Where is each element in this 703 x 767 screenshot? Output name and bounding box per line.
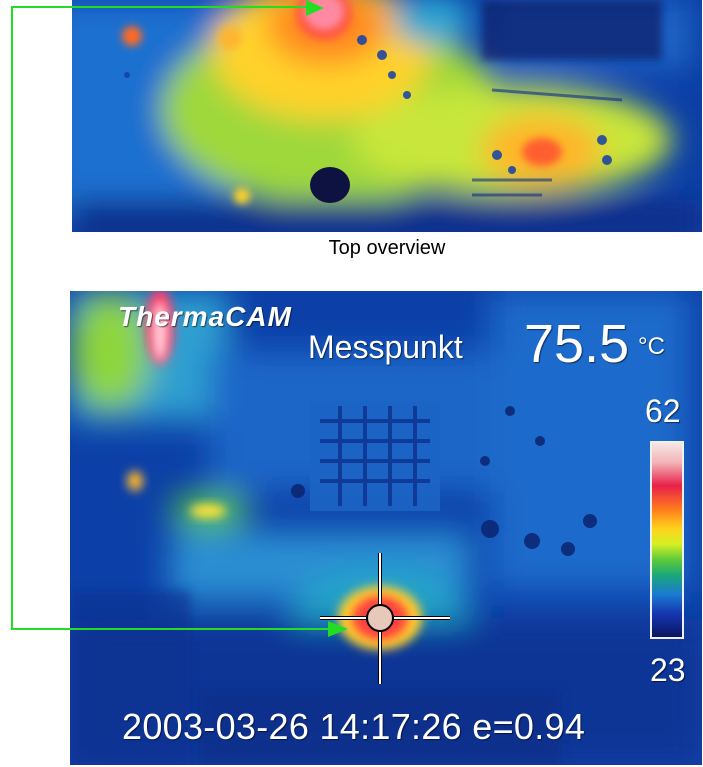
temperature-color-scale [650, 441, 684, 639]
camera-brand-logo: ThermaCAM [118, 301, 292, 332]
scale-max-value: 62 [645, 393, 681, 429]
thermal-image-measurement: ThermaCAM Messpunkt 75.5 °C 62 23 2003-0… [70, 291, 702, 765]
capture-timestamp: 2003-03-26 14:17:26 e=0.94 [122, 706, 586, 747]
thermal-image-top-overview [72, 0, 702, 232]
top-image-caption: Top overview [328, 237, 446, 259]
crosshair-icon [320, 553, 450, 684]
temperature-unit: °C [638, 333, 665, 360]
measurement-point-label: Messpunkt [308, 329, 463, 365]
scale-min-value: 23 [650, 652, 686, 688]
thermal-scene-top [72, 0, 702, 232]
measurement-temperature: 75.5 [524, 314, 630, 374]
